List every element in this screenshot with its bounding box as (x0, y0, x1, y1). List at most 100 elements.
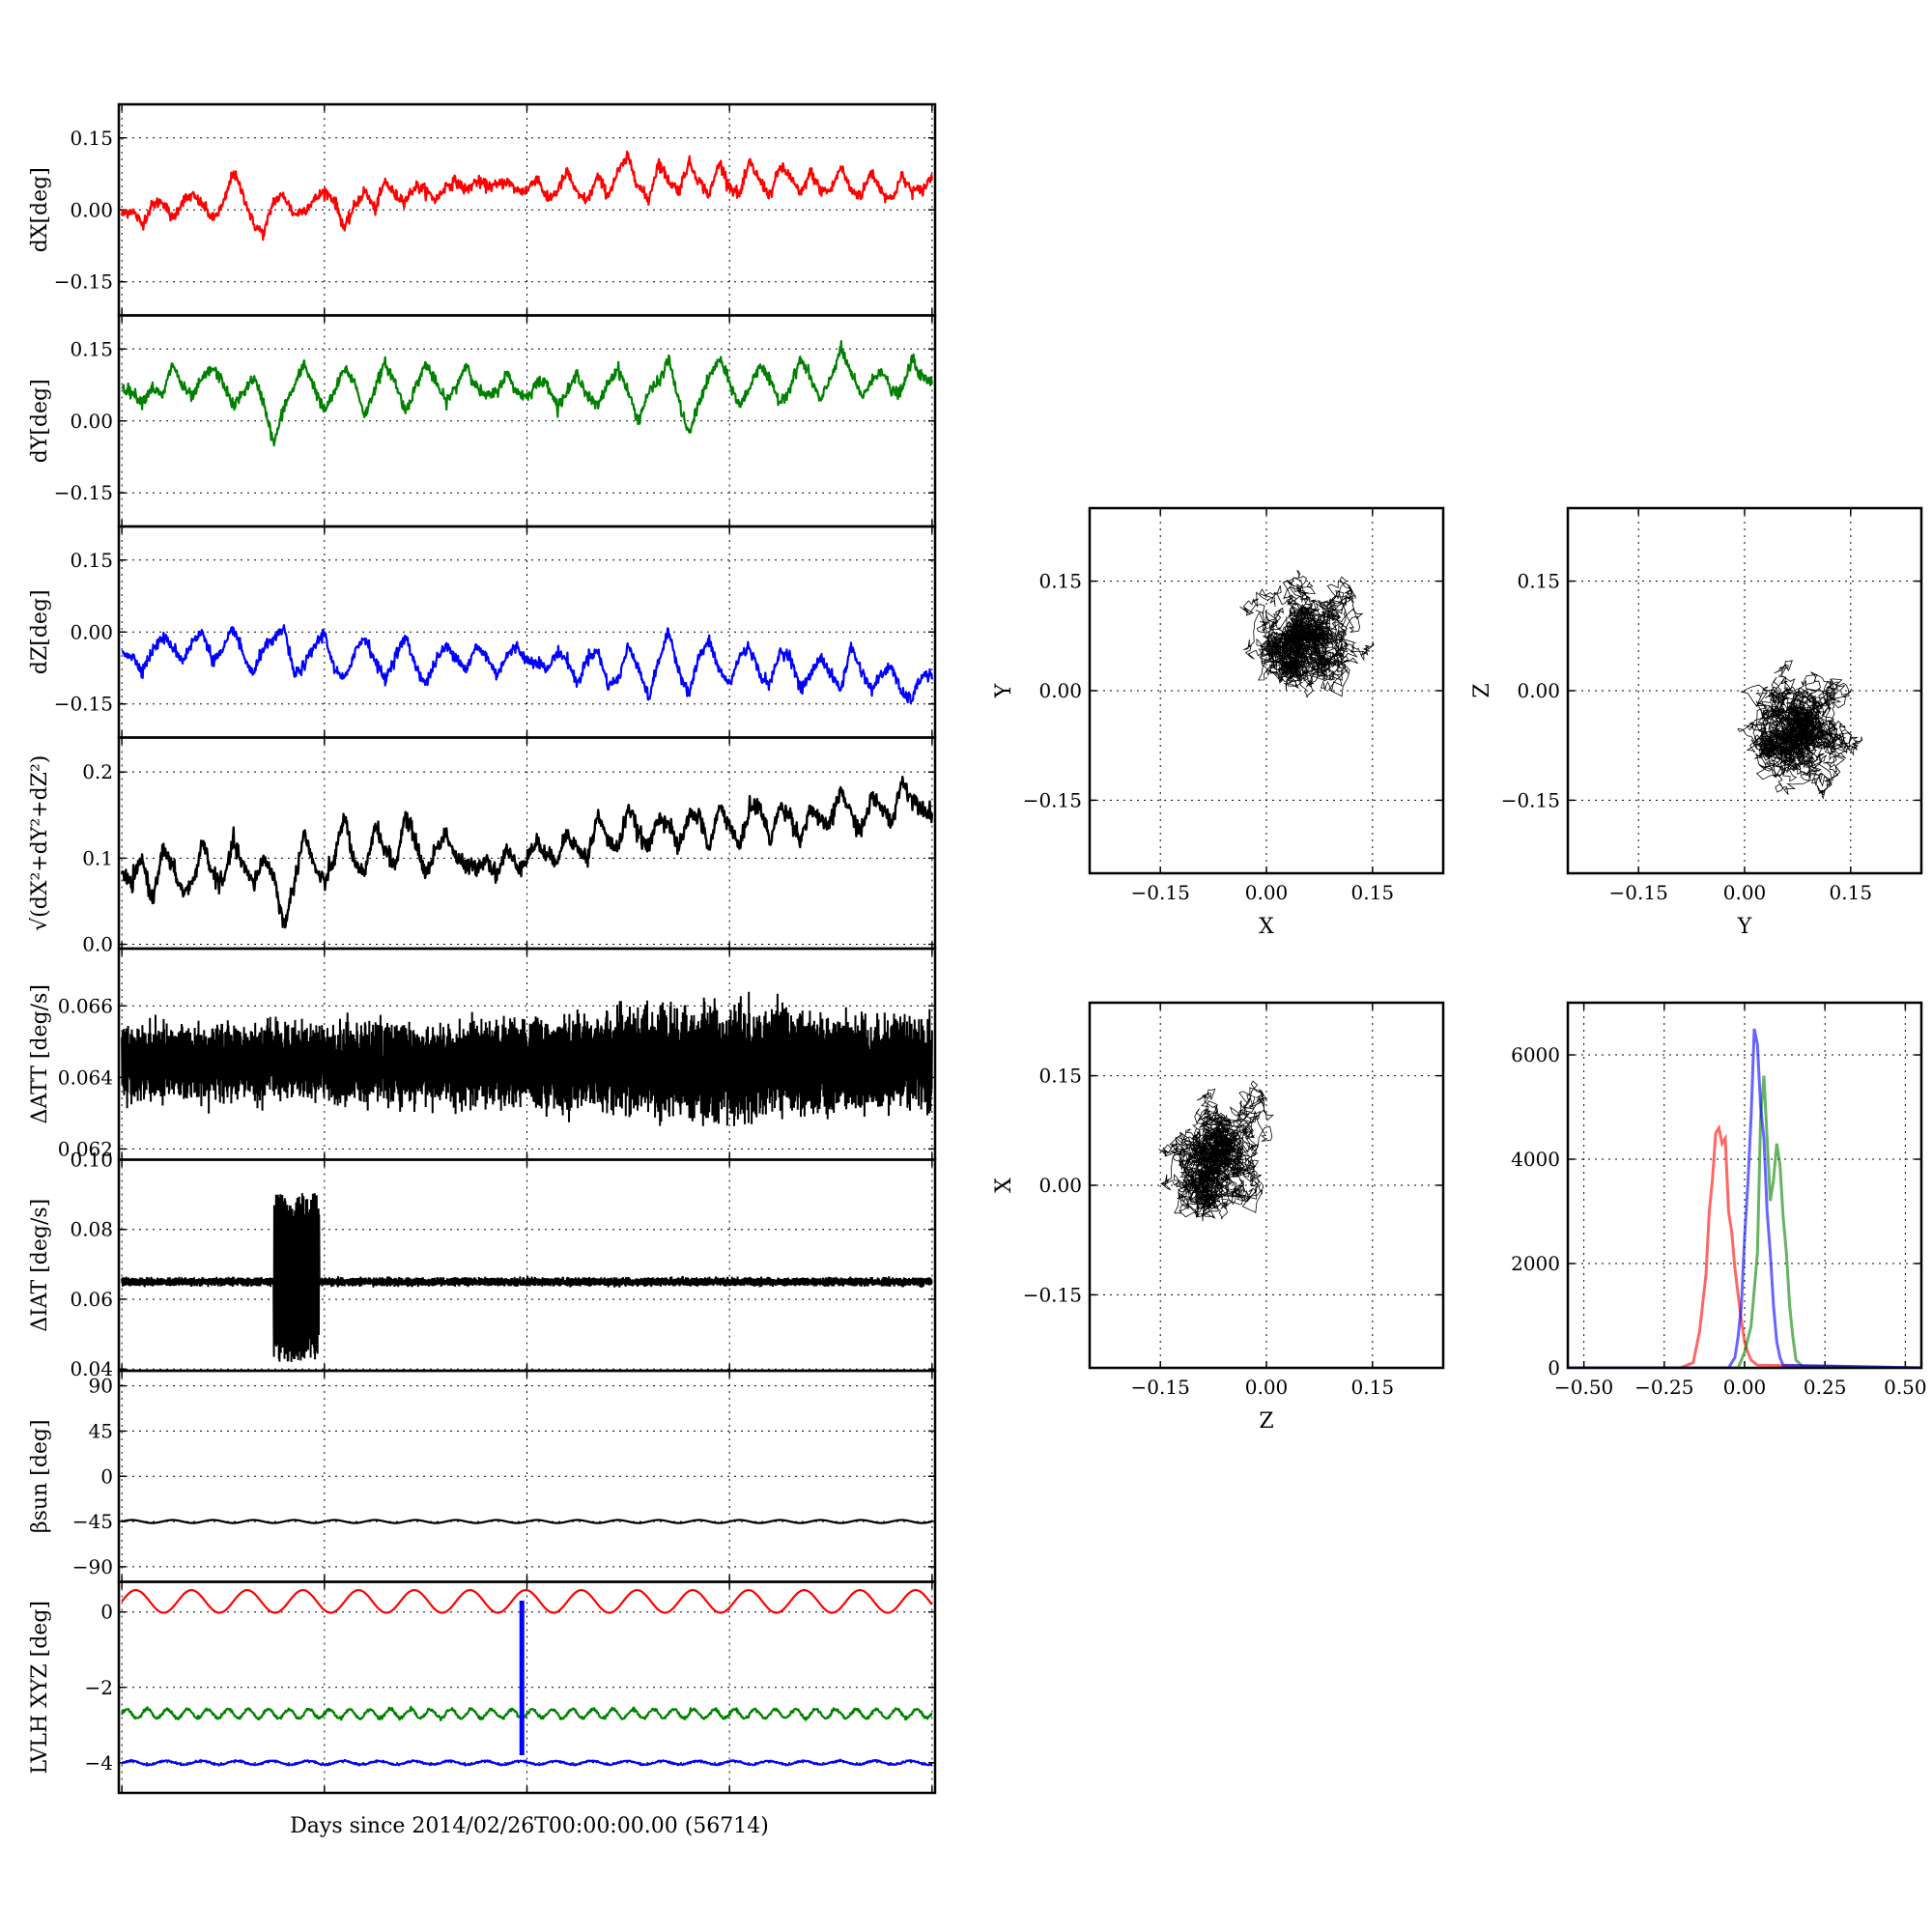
y-axis-label: ΔATT [deg/s] (28, 984, 52, 1123)
series-line-dZ-0 (121, 624, 933, 704)
x-tick-label: 0.00 (1723, 1376, 1767, 1399)
y-tick-label: 4000 (1511, 1148, 1560, 1171)
y-tick-label: 0.066 (58, 994, 113, 1017)
x-tick-label: −0.15 (1609, 881, 1668, 904)
plot-area-dATT (121, 991, 933, 1126)
panel-beta_sun: 90 45 0 −45 −90 βsun [deg] (28, 1369, 937, 1583)
series-line-norm-0 (120, 775, 934, 929)
x-tick-label: 0.00 (1245, 1376, 1289, 1399)
y-tick-label: 0.00 (70, 198, 113, 221)
plot-area-norm (120, 775, 934, 929)
y-tick-label: 6000 (1511, 1043, 1560, 1066)
panel-lvlh: 0 −2 −4 LVLH XYZ [deg] (28, 1580, 937, 1795)
y-axis-label: dX[deg] (28, 167, 52, 252)
x-tick-label: 0.00 (1723, 881, 1767, 904)
scatter-and-histogram-panels: −0.15 0.00 0.15 0.15 0.00 −0.15 X Y −0.15 0.00 0.1… (992, 506, 1927, 1434)
y-tick-label: −0.15 (54, 693, 113, 716)
panel-hist: −0.50 −0.25 0.00 0.25 0.50 6000 4000 2000 0 (1511, 1001, 1927, 1399)
y-tick-label: 0.00 (1038, 679, 1082, 702)
y-tick-label: 0.2 (82, 760, 113, 783)
panel-frame (1088, 506, 1445, 875)
panel-frame (1088, 1001, 1445, 1370)
y-tick-label: 0.15 (1517, 570, 1560, 593)
series-line-lvlh-2 (121, 1758, 933, 1767)
y-axis-label: Y (992, 683, 1016, 698)
hist-line-dY (1568, 1075, 1921, 1368)
y-tick-label: −0.15 (1023, 1283, 1082, 1306)
trajectory-YZ (1737, 660, 1863, 800)
y-axis-label: Z (1470, 683, 1494, 697)
panel-frame (1566, 506, 1923, 875)
series-line-dX-0 (121, 150, 933, 242)
y-tick-label: 0.15 (1038, 1065, 1082, 1088)
y-tick-label: −0.15 (1023, 788, 1082, 811)
y-tick-label: 0.0 (82, 933, 113, 956)
panel-frame (117, 1580, 937, 1795)
y-tick-label: 0.00 (70, 410, 113, 433)
y-tick-label: 0.062 (58, 1137, 113, 1160)
series-line-dY-0 (121, 340, 933, 447)
series-line-lvlh-0 (121, 1588, 933, 1614)
x-tick-label: −0.15 (1131, 881, 1190, 904)
panel-frame (117, 736, 937, 951)
y-tick-label: 0.15 (70, 337, 113, 360)
series-line-lvlh-1 (121, 1705, 933, 1722)
y-tick-label: −2 (85, 1676, 113, 1699)
y-tick-label: 0.15 (70, 549, 113, 572)
y-tick-label: 0.00 (1038, 1174, 1082, 1197)
y-tick-label: 0 (100, 1464, 113, 1488)
plot-area-dX (121, 150, 933, 242)
y-tick-label: 0 (100, 1601, 113, 1624)
y-tick-label: 0.15 (1038, 570, 1082, 593)
y-axis-label: βsun [deg] (28, 1419, 52, 1533)
panel-norm: 0.2 0.1 0.0 √(dX²+dY²+dZ²) (28, 736, 937, 956)
y-axis-label: X (992, 1178, 1016, 1193)
y-tick-label: 0.00 (70, 620, 113, 643)
panel-frame (117, 1158, 937, 1373)
y-axis-label: LVLH XYZ [deg] (28, 1601, 52, 1775)
panel-frame (1566, 1001, 1923, 1370)
x-tick-label: 0.15 (1830, 881, 1873, 904)
y-tick-label: −0.15 (54, 481, 113, 504)
plot-area-dY (121, 340, 933, 447)
y-tick-label: 45 (89, 1419, 113, 1442)
y-axis-label: √(dX²+dY²+dZ²) (28, 755, 52, 931)
panel-dIAT: 0.10 0.08 0.06 0.04 ΔIAT [deg/s] (28, 1149, 937, 1380)
y-tick-label: 0.00 (1517, 679, 1560, 702)
x-tick-label: 0.15 (1351, 881, 1395, 904)
y-tick-label: −0.15 (54, 270, 113, 294)
x-tick-label: 0.25 (1804, 1376, 1847, 1399)
panel-ZX: −0.15 0.00 0.15 0.15 0.00 −0.15 Z X (992, 1001, 1445, 1434)
y-tick-label: 90 (89, 1375, 113, 1398)
y-tick-label: 2000 (1511, 1252, 1560, 1275)
plot-area-lvlh (121, 1588, 933, 1767)
series-line-dIAT (121, 1193, 933, 1362)
y-axis-label: ΔIAT [deg/s] (28, 1199, 52, 1332)
y-axis-label: dZ[deg] (28, 589, 52, 674)
y-tick-label: 0.10 (70, 1149, 113, 1172)
hist-line-dZ (1568, 1028, 1921, 1368)
plot-area-dZ (121, 624, 933, 704)
y-tick-label: 0.15 (70, 127, 113, 150)
y-tick-label: 0.06 (70, 1288, 113, 1311)
x-axis-label: X (1259, 915, 1274, 939)
panel-XY: −0.15 0.00 0.15 0.15 0.00 −0.15 X Y (992, 506, 1445, 939)
x-axis-label: Y (1737, 915, 1752, 939)
y-tick-label: 0.04 (70, 1357, 113, 1380)
plot-area-XY (1239, 569, 1375, 698)
panel-YZ: −0.15 0.00 0.15 0.15 0.00 −0.15 Y Z (1470, 506, 1923, 939)
series-line-beta_sun-0 (121, 1519, 933, 1524)
y-axis-label: dY[deg] (28, 379, 52, 463)
y-tick-label: 0.1 (82, 846, 113, 869)
plot-area-YZ (1737, 660, 1863, 800)
y-tick-label: 0 (1548, 1356, 1560, 1379)
plot-area-ZX (1158, 1080, 1274, 1222)
trajectory-XY (1239, 569, 1375, 698)
y-tick-label: −45 (72, 1510, 113, 1533)
series-line-dATT (121, 991, 933, 1126)
y-tick-label: −4 (85, 1751, 113, 1775)
y-tick-label: 0.08 (70, 1218, 113, 1241)
